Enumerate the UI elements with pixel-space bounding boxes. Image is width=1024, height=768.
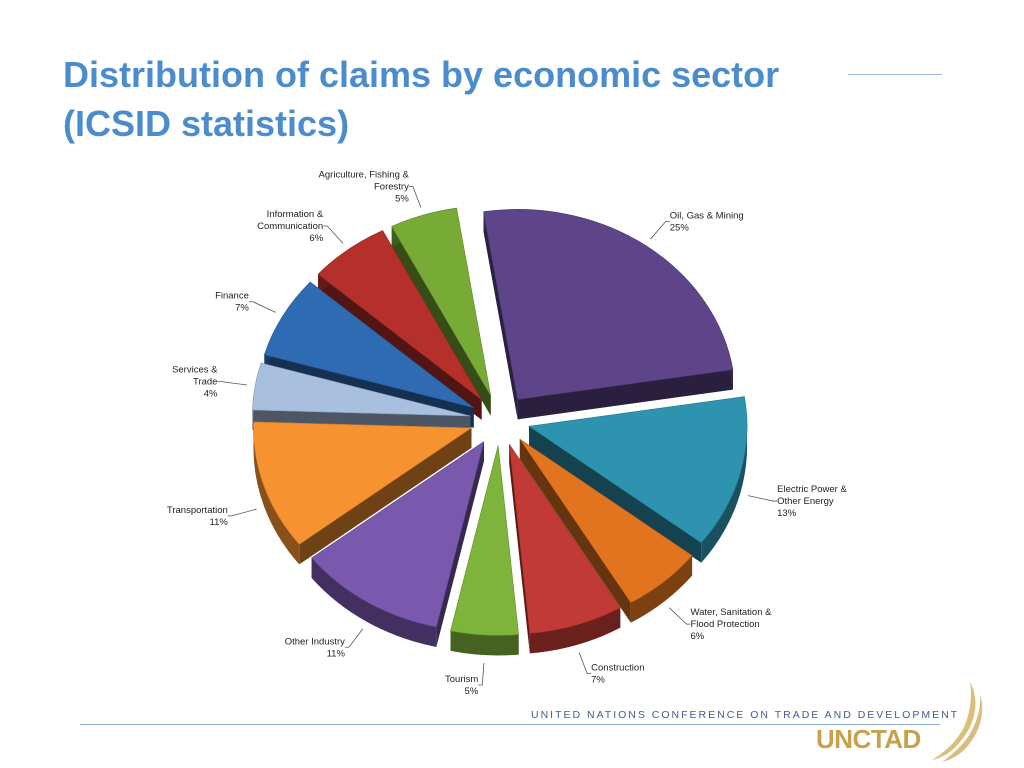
pie-label-construction: Construction 7% bbox=[591, 662, 644, 685]
pie-label-line: 5% bbox=[395, 194, 409, 205]
label-leader-transportation bbox=[227, 508, 257, 517]
footer-divider bbox=[80, 724, 940, 725]
pie-slice-top-oil-gas-mining bbox=[483, 209, 734, 400]
pie-slice-rim-other-industry bbox=[311, 557, 437, 647]
pie-label-line: Construction bbox=[591, 662, 644, 673]
pie-label-line: 25% bbox=[670, 222, 690, 233]
pie-label-line: Water, Sanitation & bbox=[690, 607, 772, 618]
pie-label-transportation: Transportation 11% bbox=[167, 505, 228, 528]
pie-slice-rim-tourism bbox=[450, 630, 519, 656]
pie-label-line: Oil, Gas & Mining bbox=[670, 210, 744, 221]
unctad-logo-text: UNCTAD bbox=[816, 724, 921, 754]
slide-title: Distribution of claims by economic secto… bbox=[63, 50, 883, 148]
pie-slice-wall-oil-gas-mining-1 bbox=[517, 369, 733, 420]
pie-label-line: Electric Power & bbox=[777, 484, 847, 495]
unctad-logo-icon bbox=[932, 682, 983, 762]
pie-label-finance: Finance 7% bbox=[215, 291, 249, 314]
label-leader-services bbox=[217, 381, 248, 386]
pie-label-tourism: Tourism 5% bbox=[445, 674, 479, 697]
pie-label-line: Other Energy bbox=[777, 496, 834, 507]
pie-label-line: 13% bbox=[777, 508, 797, 519]
pie-slice-wall-transportation-0 bbox=[299, 427, 472, 565]
pie-label-line: Communication bbox=[257, 221, 323, 232]
pie-label-line: 6% bbox=[309, 233, 323, 244]
pie-label-line: Services & bbox=[172, 365, 218, 376]
pie-slice-top-other-industry bbox=[311, 440, 485, 628]
pie-label-line: 7% bbox=[591, 674, 605, 685]
label-leader-oil-gas-mining bbox=[650, 220, 670, 240]
label-leader-water-sanitation bbox=[669, 607, 691, 625]
label-leader-tourism bbox=[478, 663, 485, 686]
title-divider bbox=[848, 74, 942, 75]
pie-label-line: 11% bbox=[209, 517, 228, 528]
pie-label-oil-gas-mining: Oil, Gas & Mining 25% bbox=[670, 210, 744, 233]
pie-slice-agriculture-fishing bbox=[391, 207, 492, 416]
pie-slice-wall-electric-power-1 bbox=[529, 426, 702, 563]
pie-slice-wall-agriculture-fishing-0 bbox=[391, 226, 491, 416]
pie-slice-top-water-sanitation bbox=[519, 438, 693, 604]
pie-slice-oil-gas-mining bbox=[483, 209, 734, 420]
pie-label-agriculture-fishing: Agriculture, Fishing & Forestry 5% bbox=[319, 170, 410, 205]
pie-label-line: Forestry bbox=[374, 182, 409, 193]
pie-label-line: Agriculture, Fishing & bbox=[319, 170, 410, 181]
pie-label-line: Finance bbox=[215, 291, 249, 302]
pie-slice-finance bbox=[263, 281, 474, 428]
pie-label-line: 4% bbox=[204, 389, 218, 400]
pie-label-line: 11% bbox=[327, 648, 346, 659]
pie-slice-top-construction bbox=[508, 444, 621, 634]
pie-label-line: 5% bbox=[465, 686, 479, 697]
pie-label-services: Services & Trade 4% bbox=[172, 365, 218, 400]
label-leader-construction bbox=[578, 652, 592, 674]
pie-slice-wall-water-sanitation-1 bbox=[519, 439, 631, 623]
pie-slice-water-sanitation bbox=[519, 438, 693, 623]
pie-slices bbox=[252, 207, 748, 656]
pie-slice-electric-power bbox=[528, 396, 748, 563]
label-leader-finance bbox=[248, 301, 276, 313]
pie-label-line: Information & bbox=[267, 209, 324, 220]
pie-slice-top-finance bbox=[263, 281, 474, 409]
pie-slice-top-tourism bbox=[450, 445, 519, 636]
pie-label-line: Other Industry bbox=[285, 636, 345, 647]
pie-slice-wall-other-industry-0 bbox=[436, 441, 484, 647]
slide-title-line-1: Distribution of claims by economic secto… bbox=[63, 54, 780, 95]
pie-slice-rim-construction bbox=[529, 607, 621, 654]
pie-slice-top-transportation bbox=[253, 421, 473, 545]
pie-label-line: 6% bbox=[690, 631, 704, 642]
pie-labels: Oil, Gas & Mining 25%Electric Power & Othe… bbox=[167, 170, 848, 697]
pie-slice-rim-electric-power bbox=[701, 396, 748, 563]
label-leader-agriculture-fishing bbox=[408, 186, 422, 208]
pie-slice-top-services bbox=[252, 362, 471, 417]
pie-slice-tourism bbox=[450, 445, 519, 656]
label-leader-other-industry bbox=[344, 628, 364, 648]
pie-slice-top-electric-power bbox=[528, 396, 748, 544]
slide-title-line-2: (ICSID statistics) bbox=[63, 103, 350, 144]
pie-slice-rim-transportation bbox=[253, 421, 300, 565]
footer-organization-name: UNITED NATIONS CONFERENCE ON TRADE AND D… bbox=[531, 709, 960, 721]
pie-slice-top-agriculture-fishing bbox=[391, 207, 492, 396]
pie-label-line: Trade bbox=[193, 377, 217, 388]
pie-slice-transportation bbox=[253, 421, 473, 565]
pie-label-line: Flood Protection bbox=[690, 619, 759, 630]
pie-label-water-sanitation: Water, Sanitation & Flood Protection 6% bbox=[690, 607, 772, 642]
pie-label-line: Tourism bbox=[445, 674, 478, 685]
label-leader-information bbox=[323, 225, 344, 244]
pie-slice-construction bbox=[508, 444, 621, 654]
pie-slice-other-industry bbox=[311, 440, 485, 647]
pie-slice-top-information bbox=[317, 230, 482, 401]
pie-slice-rim-water-sanitation bbox=[630, 555, 693, 623]
pie-slice-wall-oil-gas-mining-0 bbox=[483, 211, 518, 420]
label-leader-electric-power bbox=[747, 495, 778, 502]
pie-label-line: Transportation bbox=[167, 505, 228, 516]
pie-label-information: Information & Communication 6% bbox=[257, 209, 324, 244]
pie-label-line: 7% bbox=[235, 303, 249, 314]
pie-label-electric-power: Electric Power & Other Energy 13% bbox=[777, 484, 847, 519]
pie-label-other-industry: Other Industry 11% bbox=[285, 636, 346, 659]
pie-slice-wall-construction-1 bbox=[509, 444, 530, 654]
